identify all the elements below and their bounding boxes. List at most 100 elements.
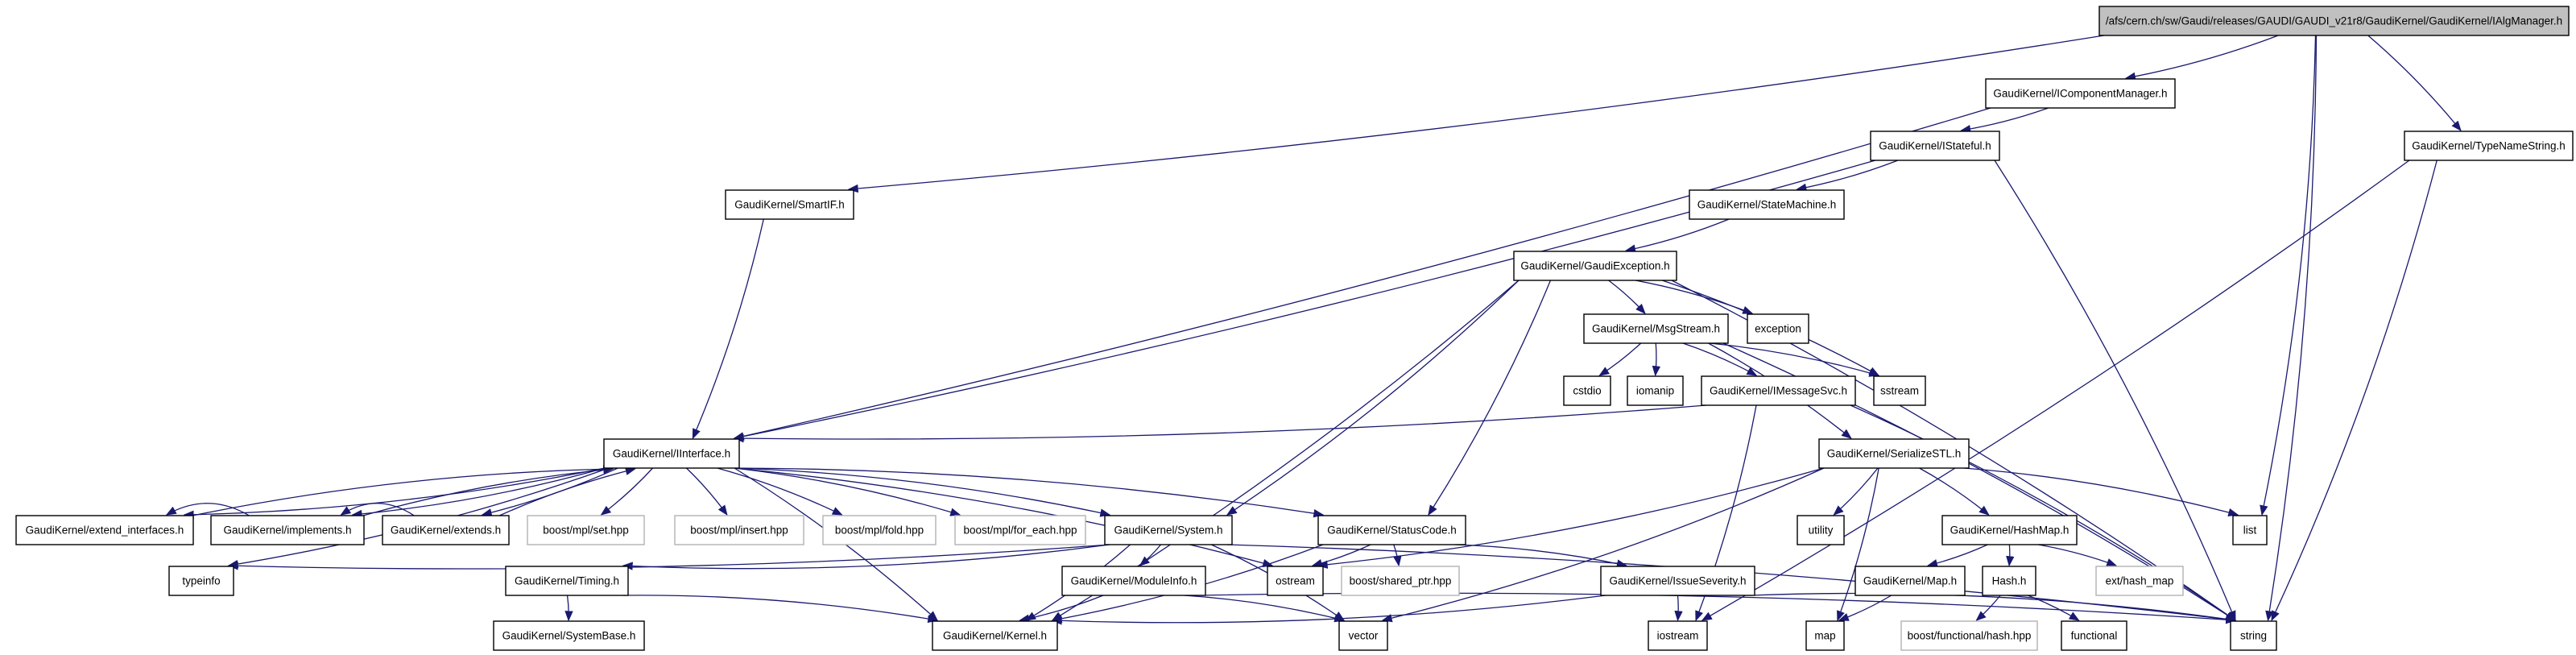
node-statemachine[interactable]: GaudiKernel/StateMachine.h: [1689, 189, 1845, 220]
node-box: [2095, 566, 2184, 596]
node-icompmgr[interactable]: GaudiKernel/IComponentManager.h: [1985, 78, 2176, 109]
node-label: ext/hash_map: [2106, 575, 2174, 587]
node-exception[interactable]: exception: [1747, 313, 1809, 344]
node-box: [527, 515, 645, 545]
node-cstdio[interactable]: cstdio: [1563, 375, 1611, 406]
node-stdmap[interactable]: map: [1805, 620, 1845, 651]
node-issueseverity[interactable]: GaudiKernel/IssueSeverity.h: [1600, 566, 1755, 596]
node-box: [1583, 313, 1729, 344]
include-edge: [622, 595, 939, 624]
node-box: [1061, 566, 1206, 596]
node-box: [1900, 620, 2038, 651]
node-imessagesvc[interactable]: GaudiKernel/IMessageSvc.h: [1701, 375, 1856, 406]
node-label: boost/mpl/set.hpp: [543, 524, 629, 537]
include-edge: [192, 465, 614, 516]
include-edge: [2265, 35, 2318, 622]
include-edge: [1625, 218, 1730, 253]
include-edge: [717, 467, 843, 516]
node-label: typeinfo: [182, 575, 220, 587]
node-timing[interactable]: GaudiKernel/Timing.h: [505, 566, 629, 596]
node-box: [1982, 566, 2036, 596]
node-list[interactable]: list: [2232, 515, 2268, 545]
node-systembase[interactable]: GaudiKernel/SystemBase.h: [493, 620, 645, 651]
include-edge: [1975, 595, 2001, 621]
node-gaudiexception[interactable]: GaudiKernel/GaudiException.h: [1513, 251, 1677, 281]
node-functional[interactable]: functional: [2061, 620, 2127, 651]
include-edge: [600, 467, 654, 516]
node-utility[interactable]: utility: [1797, 515, 1845, 545]
node-typeinfo[interactable]: typeinfo: [168, 566, 234, 596]
node-iomanip[interactable]: iomanip: [1627, 375, 1684, 406]
include-edge: [2027, 595, 2080, 621]
node-moduleinfo[interactable]: GaudiKernel/ModuleInfo.h: [1061, 566, 1206, 596]
node-sstream[interactable]: sstream: [1873, 375, 1926, 406]
node-hashmap[interactable]: GaudiKernel/HashMap.h: [1941, 515, 2078, 545]
node-hash[interactable]: Hash.h: [1982, 566, 2036, 596]
include-edge: [1919, 467, 1990, 516]
node-label: functional: [2071, 630, 2118, 642]
node-statuscode[interactable]: GaudiKernel/StatusCode.h: [1317, 515, 1466, 545]
include-edge: [734, 467, 961, 516]
include-edge: [1184, 595, 1346, 623]
node-ostream[interactable]: ostream: [1267, 566, 1324, 596]
node-msgstream[interactable]: GaudiKernel/MsgStream.h: [1583, 313, 1729, 344]
node-label: GaudiKernel/extend_interfaces.h: [26, 524, 184, 537]
node-label: utility: [1809, 524, 1834, 537]
node-exthashmap: ext/hash_map: [2095, 566, 2184, 596]
include-edge: [1051, 595, 1606, 625]
node-box: [210, 515, 365, 545]
include-edge: [1682, 342, 1758, 376]
node-label: GaudiKernel/SmartIF.h: [734, 199, 845, 211]
node-box: [1985, 78, 2176, 109]
include-edge: [1635, 280, 1754, 314]
node-box: [2232, 515, 2268, 545]
node-vector[interactable]: vector: [1338, 620, 1388, 651]
node-label: cstdio: [1573, 385, 1601, 397]
node-kernel[interactable]: GaudiKernel/Kernel.h: [932, 620, 1058, 651]
node-typenamestring[interactable]: GaudiKernel/TypeNameString.h: [2404, 131, 2574, 161]
node-extends[interactable]: GaudiKernel/extends.h: [382, 515, 510, 545]
node-box: [493, 620, 645, 651]
node-istateful[interactable]: GaudiKernel/IStateful.h: [1870, 131, 2000, 161]
node-system[interactable]: GaudiKernel/System.h: [1104, 515, 1233, 545]
node-string[interactable]: string: [2230, 620, 2277, 651]
node-label: GaudiKernel/System.h: [1114, 524, 1222, 537]
node-implements[interactable]: GaudiKernel/implements.h: [210, 515, 365, 545]
node-label: GaudiKernel/extends.h: [391, 524, 501, 537]
node-box: [1627, 375, 1684, 406]
include-edge: [1393, 544, 1402, 567]
node-label: list: [2243, 524, 2257, 537]
root-node-box: [2098, 6, 2570, 36]
include-edge: [1926, 544, 1988, 568]
nodes: /afs/cern.ch/sw/Gaudi/releases/GAUDI/GAU…: [15, 6, 2574, 651]
node-label: boost/mpl/for_each.hpp: [963, 524, 1077, 537]
node-extintf[interactable]: GaudiKernel/extend_interfaces.h: [15, 515, 194, 545]
node-label: GaudiKernel/HashMap.h: [1950, 524, 2069, 537]
node-smartif[interactable]: GaudiKernel/SmartIF.h: [725, 189, 854, 220]
node-box: [954, 515, 1086, 545]
node-box: [2061, 620, 2127, 651]
node-label: GaudiKernel/MsgStream.h: [1592, 323, 1720, 335]
node-serializestl[interactable]: GaudiKernel/SerializeSTL.h: [1818, 438, 1970, 469]
node-label: Hash.h: [1992, 575, 2027, 587]
node-label: string: [2240, 630, 2267, 642]
include-edge: [1454, 544, 1627, 568]
node-mapgaudi[interactable]: GaudiKernel/Map.h: [1854, 566, 1966, 596]
node-label: GaudiKernel/implements.h: [223, 524, 351, 537]
node-label: ostream: [1276, 575, 1315, 587]
node-box: [1805, 620, 1845, 651]
node-label: GaudiKernel/IMessageSvc.h: [1710, 385, 1847, 397]
node-box: [382, 515, 510, 545]
include-edge: [1749, 592, 2237, 624]
node-iinterface[interactable]: GaudiKernel/IInterface.h: [603, 438, 740, 469]
include-edge: [1139, 544, 1162, 566]
node-label: GaudiKernel/Map.h: [1863, 575, 1957, 587]
node-iostream[interactable]: iostream: [1648, 620, 1708, 651]
include-edge: [1608, 280, 1646, 314]
include-edge: [1709, 342, 1880, 377]
node-label: GaudiKernel/IComponentManager.h: [1993, 88, 2167, 100]
node-label: vector: [1349, 630, 1379, 642]
include-edge: [1019, 595, 1104, 623]
edges: [165, 35, 2462, 625]
